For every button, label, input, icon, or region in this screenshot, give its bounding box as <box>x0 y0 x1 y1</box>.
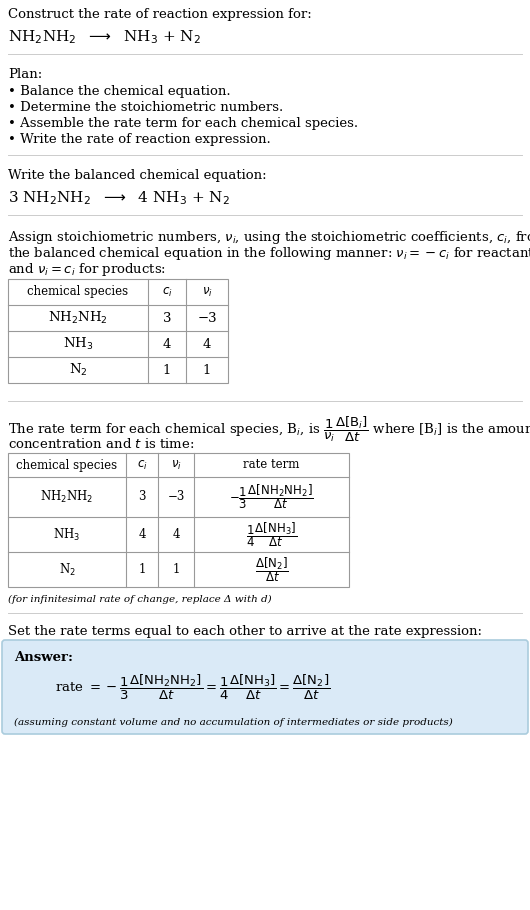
Text: Construct the rate of reaction expression for:: Construct the rate of reaction expressio… <box>8 8 312 21</box>
Text: (for infinitesimal rate of change, replace Δ with d): (for infinitesimal rate of change, repla… <box>8 595 271 604</box>
Text: NH$_2$NH$_2$: NH$_2$NH$_2$ <box>40 489 94 505</box>
Text: Set the rate terms equal to each other to arrive at the rate expression:: Set the rate terms equal to each other t… <box>8 625 482 638</box>
Text: Answer:: Answer: <box>14 651 73 664</box>
Text: 3: 3 <box>138 490 146 503</box>
Text: NH$_2$NH$_2$: NH$_2$NH$_2$ <box>48 310 108 326</box>
Text: $c_i$: $c_i$ <box>162 286 172 298</box>
Text: 4: 4 <box>163 338 171 350</box>
Text: NH$_3$: NH$_3$ <box>63 336 93 352</box>
Text: chemical species: chemical species <box>28 286 129 298</box>
Text: 3: 3 <box>163 311 171 325</box>
Text: concentration and $t$ is time:: concentration and $t$ is time: <box>8 437 195 451</box>
Text: 3 NH$_2$NH$_2$  $\longrightarrow$  4 NH$_3$ + N$_2$: 3 NH$_2$NH$_2$ $\longrightarrow$ 4 NH$_3… <box>8 189 230 207</box>
Text: N$_2$: N$_2$ <box>59 561 75 578</box>
Text: 1: 1 <box>172 563 180 576</box>
Text: • Assemble the rate term for each chemical species.: • Assemble the rate term for each chemic… <box>8 117 358 130</box>
Text: Write the balanced chemical equation:: Write the balanced chemical equation: <box>8 169 267 182</box>
Text: $\nu_i$: $\nu_i$ <box>201 286 213 298</box>
Text: chemical species: chemical species <box>16 459 118 471</box>
Text: • Determine the stoichiometric numbers.: • Determine the stoichiometric numbers. <box>8 101 283 114</box>
Text: $\dfrac{\Delta[\mathrm{N_2}]}{\Delta t}$: $\dfrac{\Delta[\mathrm{N_2}]}{\Delta t}$ <box>254 555 288 584</box>
Text: Assign stoichiometric numbers, $\nu_i$, using the stoichiometric coefficients, $: Assign stoichiometric numbers, $\nu_i$, … <box>8 229 530 246</box>
Text: N$_2$: N$_2$ <box>69 362 87 378</box>
Text: NH$_3$: NH$_3$ <box>54 527 81 542</box>
FancyBboxPatch shape <box>2 640 528 734</box>
Bar <box>8 279 228 383</box>
Text: rate $= -\dfrac{1}{3}\dfrac{\Delta[\mathrm{NH_2NH_2}]}{\Delta t} = \dfrac{1}{4}\: rate $= -\dfrac{1}{3}\dfrac{\Delta[\math… <box>55 673 330 703</box>
Text: the balanced chemical equation in the following manner: $\nu_i = -c_i$ for react: the balanced chemical equation in the fo… <box>8 245 530 262</box>
Text: $-\dfrac{1}{3}\dfrac{\Delta[\mathrm{NH_2NH_2}]}{\Delta t}$: $-\dfrac{1}{3}\dfrac{\Delta[\mathrm{NH_2… <box>229 482 314 511</box>
Text: 4: 4 <box>203 338 211 350</box>
Text: 1: 1 <box>203 363 211 377</box>
Text: 4: 4 <box>172 528 180 541</box>
Text: −3: −3 <box>167 490 184 503</box>
Text: 4: 4 <box>138 528 146 541</box>
Text: −3: −3 <box>197 311 217 325</box>
Text: 1: 1 <box>163 363 171 377</box>
Text: The rate term for each chemical species, B$_i$, is $\dfrac{1}{\nu_i}\dfrac{\Delt: The rate term for each chemical species,… <box>8 415 530 444</box>
Text: and $\nu_i = c_i$ for products:: and $\nu_i = c_i$ for products: <box>8 261 166 278</box>
Text: (assuming constant volume and no accumulation of intermediates or side products): (assuming constant volume and no accumul… <box>14 718 453 727</box>
Text: $\dfrac{1}{4}\dfrac{\Delta[\mathrm{NH_3}]}{\Delta t}$: $\dfrac{1}{4}\dfrac{\Delta[\mathrm{NH_3}… <box>246 521 297 549</box>
Text: $c_i$: $c_i$ <box>137 459 147 471</box>
Bar <box>8 453 349 587</box>
Text: rate term: rate term <box>243 459 299 471</box>
Text: Plan:: Plan: <box>8 68 42 81</box>
Text: NH$_2$NH$_2$  $\longrightarrow$  NH$_3$ + N$_2$: NH$_2$NH$_2$ $\longrightarrow$ NH$_3$ + … <box>8 28 201 46</box>
Text: $\nu_i$: $\nu_i$ <box>171 459 181 471</box>
Text: • Write the rate of reaction expression.: • Write the rate of reaction expression. <box>8 133 271 146</box>
Text: • Balance the chemical equation.: • Balance the chemical equation. <box>8 85 231 98</box>
Text: 1: 1 <box>138 563 146 576</box>
